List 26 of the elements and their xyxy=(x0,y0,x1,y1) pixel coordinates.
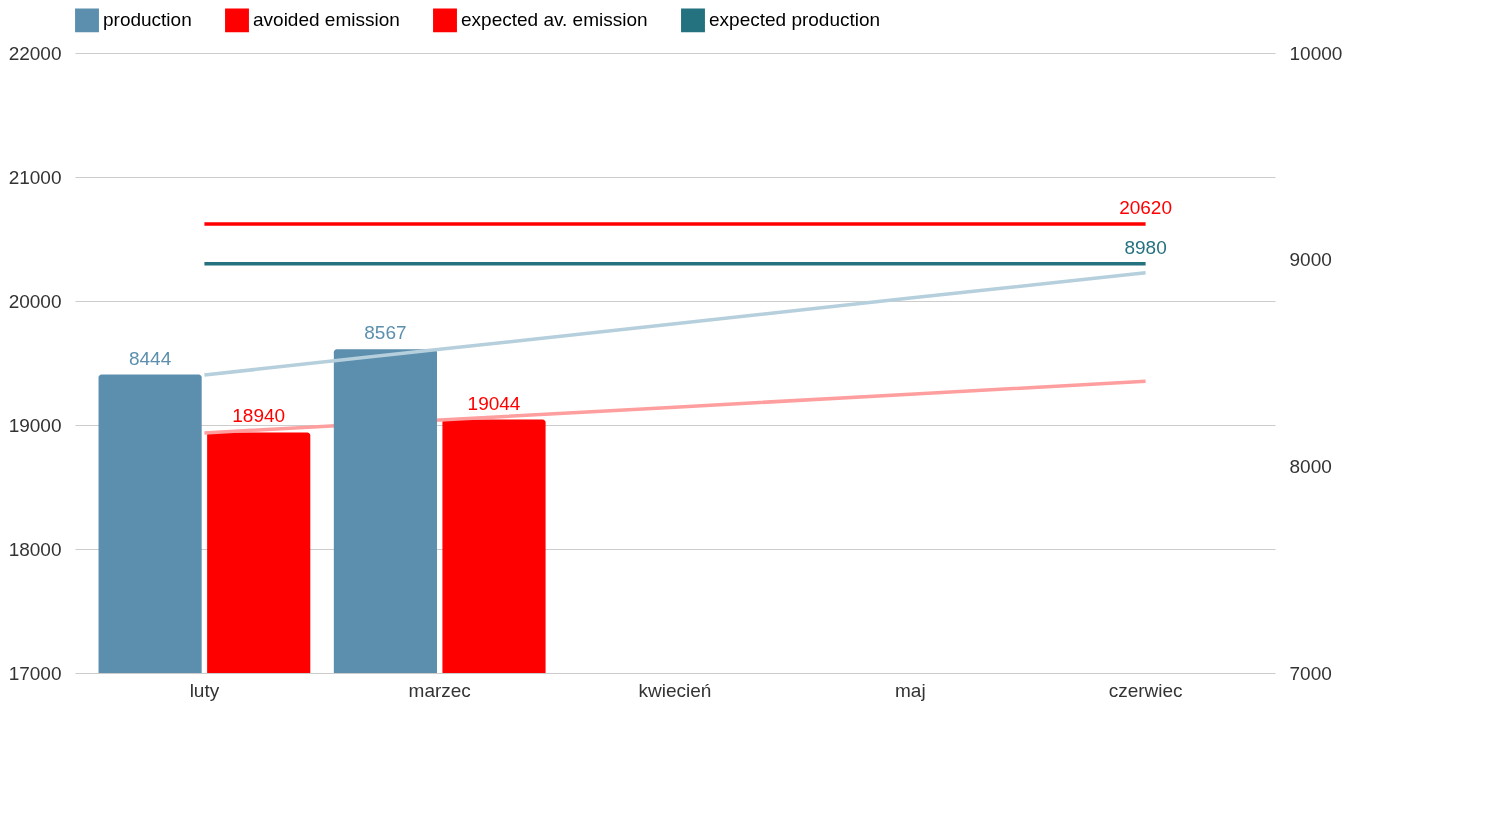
data-label: 8444 xyxy=(128,347,172,369)
x-tick-label: luty xyxy=(189,679,220,701)
legend-label: production xyxy=(103,9,192,31)
data-label: 20620 xyxy=(1119,197,1173,219)
data-label: 8980 xyxy=(1124,236,1167,258)
y-tick-label: 20000 xyxy=(8,290,62,312)
legend-label: expected production xyxy=(709,9,881,31)
data-label: 19044 xyxy=(467,392,521,414)
y-tick-label: 18000 xyxy=(8,538,62,560)
x-tick-label: maj xyxy=(894,679,926,701)
data-label: 8567 xyxy=(364,322,407,344)
line-series xyxy=(202,270,1148,377)
y-tick-label: 22000 xyxy=(8,42,62,64)
x-tick-label: kwiecień xyxy=(638,679,712,701)
y2-tick-label: 9000 xyxy=(1289,249,1332,271)
y-tick-label: 17000 xyxy=(8,662,62,684)
x-tick-label: czerwiec xyxy=(1108,679,1183,701)
x-tick-label: marzec xyxy=(408,679,471,701)
y-tick-label: 19000 xyxy=(8,414,62,436)
y2-tick-label: 7000 xyxy=(1289,662,1332,684)
y-tick-label: 21000 xyxy=(8,166,62,188)
y2-tick-label: 8000 xyxy=(1289,455,1332,477)
data-label: 18940 xyxy=(232,405,286,427)
y2-tick-label: 10000 xyxy=(1289,42,1343,64)
legend-label: expected av. emission xyxy=(461,9,648,31)
legend-label: avoided emission xyxy=(253,9,400,31)
